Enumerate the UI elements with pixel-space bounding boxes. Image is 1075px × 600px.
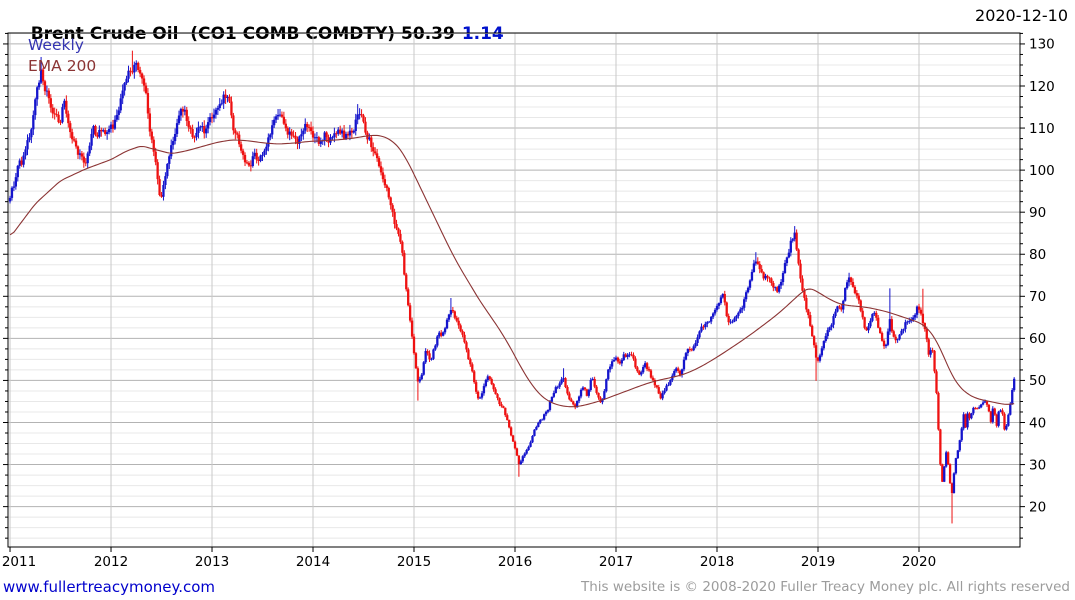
x-axis-label: 2011: [2, 554, 36, 570]
x-axis-label: 2017: [599, 554, 633, 570]
x-axis-label: 2016: [498, 554, 532, 570]
y-axis-label: 50: [1029, 373, 1046, 389]
y-axis-label: 120: [1029, 79, 1055, 95]
y-axis-label: 90: [1029, 205, 1046, 221]
x-axis-label: 2014: [296, 554, 330, 570]
website-link[interactable]: www.fullertreacymoney.com: [3, 578, 216, 596]
x-axis-label: 2012: [94, 554, 128, 570]
ema-legend-label: EMA 200: [28, 57, 96, 75]
x-axis-label: 2018: [700, 554, 734, 570]
y-axis-label: 80: [1029, 247, 1046, 263]
y-axis-label: 110: [1029, 121, 1055, 137]
axes-layer: 20 30 40 50 60 70 80 90 100 110 120 130 2011 2012 2013…: [2, 32, 1055, 570]
y-axis-label: 60: [1029, 331, 1046, 347]
price-change: 1.14: [461, 24, 504, 44]
interval-legend-label: Weekly: [28, 36, 84, 54]
chart-title: Brent Crude Oil (CO1 COMB COMDTY): [30, 24, 396, 44]
x-axis-label: 2020: [902, 554, 936, 570]
x-axis-label: 2019: [801, 554, 835, 570]
ema-200-line: [9, 134, 1015, 408]
candlestick-series: [8, 50, 1016, 524]
y-axis-label: 70: [1029, 289, 1046, 305]
copyright-notice: This website is © 2008-2020 Fuller Treac…: [581, 579, 1070, 595]
y-axis-label: 20: [1029, 499, 1046, 515]
y-axis-label: 40: [1029, 415, 1046, 431]
as-of-date: 2020-12-10: [975, 6, 1068, 25]
y-axis-label: 100: [1029, 163, 1055, 179]
y-axis-label: 30: [1029, 457, 1046, 473]
y-axis-label: 130: [1029, 37, 1055, 53]
x-axis-label: 2013: [195, 554, 229, 570]
x-axis-label: 2015: [397, 554, 431, 570]
grid-layer: [8, 32, 1021, 547]
